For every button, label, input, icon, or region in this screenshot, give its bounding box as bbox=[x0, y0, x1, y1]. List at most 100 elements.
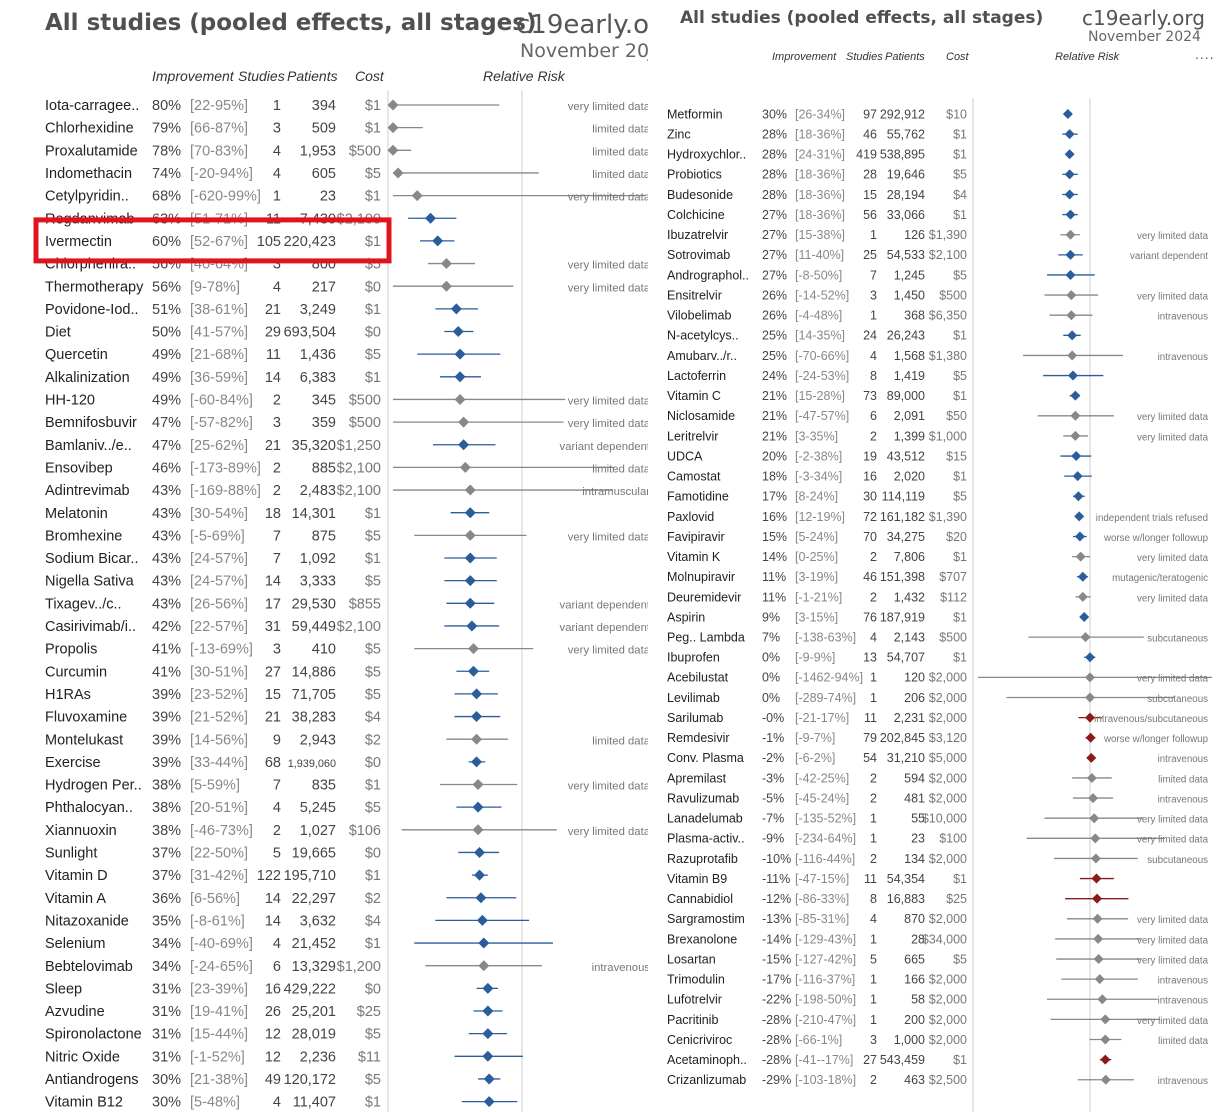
studies-count: 2 bbox=[273, 823, 281, 839]
note-label: very limited data bbox=[1137, 412, 1209, 423]
effect-diamond bbox=[1064, 129, 1075, 140]
table-row: Diet 50% [41-57%] 29 693,504 $0 bbox=[45, 325, 474, 341]
studies-count: 4 bbox=[273, 279, 281, 295]
effect-diamond bbox=[1091, 873, 1102, 884]
patients-count: 126 bbox=[904, 228, 925, 242]
table-row: Acetaminoph.. -28% [-41--17%] 27 543,459 $1 bbox=[667, 1053, 1112, 1067]
header-cost: Cost bbox=[355, 68, 384, 84]
header-improvement: Improvement bbox=[152, 68, 234, 84]
treatment-label: Curcumin bbox=[45, 664, 107, 680]
improvement-value: -11% bbox=[762, 872, 790, 886]
improvement-value: 43% bbox=[152, 483, 181, 499]
forest-plot-left: Iota-carragee.. 80% [22-95%] 1 394 $1 very lim… bbox=[33, 90, 648, 1112]
cost-value: $1,200 bbox=[337, 959, 381, 975]
ci-value: [-1-52%] bbox=[190, 1049, 245, 1065]
cost-value: $500 bbox=[939, 288, 967, 302]
cost-value: $5 bbox=[953, 952, 967, 966]
patients-count: 2,483 bbox=[300, 483, 336, 499]
effect-diamond bbox=[1086, 772, 1097, 783]
cost-value: $1 bbox=[953, 148, 967, 162]
ci-value: [-138-63%] bbox=[795, 630, 856, 644]
cost-value: $1 bbox=[365, 778, 381, 794]
cost-value: $1 bbox=[365, 98, 381, 114]
studies-count: 19 bbox=[863, 449, 877, 463]
table-row: Molnupiravir 11% [3-19%] 46 151,398 $707 mutag… bbox=[667, 570, 1208, 584]
improvement-value: 41% bbox=[152, 664, 181, 680]
ci-value: [-289-74%] bbox=[795, 691, 856, 705]
effect-diamond bbox=[425, 212, 437, 224]
ci-value: [-116-44%] bbox=[795, 852, 855, 866]
cost-value: $2,500 bbox=[929, 1073, 967, 1087]
treatment-label: Vitamin D bbox=[45, 868, 108, 884]
ci-value: [12-19%] bbox=[795, 510, 845, 524]
studies-count: 17 bbox=[265, 596, 281, 612]
patients-count: 3,632 bbox=[300, 913, 336, 929]
table-row: Bemnifosbuvir 47% [-57-82%] 3 359 $500 very li… bbox=[45, 415, 648, 431]
cost-value: $500 bbox=[349, 415, 381, 431]
table-row: Exercise 39% [33-44%] 68 1,939,060 $0 bbox=[45, 755, 486, 771]
treatment-label: Metformin bbox=[667, 107, 723, 121]
note-label: intravenous bbox=[1158, 996, 1209, 1007]
table-row: Vitamin B12 30% [5-48%] 4 11,407 $1 bbox=[45, 1095, 518, 1111]
patients-count: 2,143 bbox=[894, 630, 925, 644]
note-label: mutagenic/teratogenic bbox=[1112, 573, 1208, 584]
effect-diamond bbox=[1086, 752, 1097, 763]
table-row: Quercetin 49% [21-68%] 11 1,436 $5 bbox=[45, 347, 501, 363]
improvement-value: 51% bbox=[152, 302, 181, 318]
treatment-label: Vitamin K bbox=[667, 550, 721, 564]
treatment-label: Proxalutamide bbox=[45, 143, 138, 159]
ci-value: [-3-34%] bbox=[795, 470, 842, 484]
ci-value: [66-87%] bbox=[190, 121, 248, 137]
ci-value: [22-57%] bbox=[190, 619, 248, 635]
patients-count: 25,201 bbox=[292, 1004, 336, 1020]
studies-count: 24 bbox=[863, 329, 877, 343]
table-row: Probiotics 28% [18-36%] 28 19,646 $5 bbox=[667, 168, 1078, 182]
table-row: Aspirin 9% [3-15%] 76 187,919 $1 bbox=[667, 610, 1090, 624]
studies-count: 4 bbox=[273, 143, 281, 159]
note-label: very limited data bbox=[1137, 593, 1209, 604]
patients-count: 19,646 bbox=[887, 168, 925, 182]
note-label: very limited data bbox=[568, 531, 648, 543]
effect-diamond bbox=[1077, 591, 1088, 602]
improvement-value: 37% bbox=[152, 846, 181, 862]
patients-count: 31,210 bbox=[887, 751, 925, 765]
studies-count: 1 bbox=[870, 973, 877, 987]
ci-value: [30-54%] bbox=[190, 506, 248, 522]
patients-count: 463 bbox=[904, 1073, 925, 1087]
cost-value: $1 bbox=[953, 329, 967, 343]
effect-diamond bbox=[1064, 169, 1075, 180]
patients-count: 1,027 bbox=[300, 823, 336, 839]
note-label: very limited data bbox=[568, 418, 648, 430]
studies-count: 3 bbox=[273, 121, 281, 137]
treatment-label: Vitamin C bbox=[667, 389, 721, 403]
effect-diamond bbox=[1100, 1034, 1111, 1045]
table-row: Hydroxychlor.. 28% [24-31%] 419 538,895 $1 bbox=[667, 148, 1075, 162]
ci-value: [19-41%] bbox=[190, 1004, 248, 1020]
improvement-value: 34% bbox=[152, 959, 181, 975]
treatment-label: Exercise bbox=[45, 755, 101, 771]
cost-value: $1 bbox=[953, 550, 967, 564]
patients-count: 14,301 bbox=[292, 506, 336, 522]
improvement-value: 14% bbox=[762, 550, 787, 564]
effect-diamond bbox=[1092, 913, 1103, 924]
improvement-value: -5% bbox=[762, 791, 784, 805]
treatment-label: Cannabidiol bbox=[667, 892, 733, 906]
note-label: subcutaneous bbox=[1147, 855, 1208, 866]
improvement-value: 21% bbox=[762, 429, 787, 443]
cost-value: $1,250 bbox=[337, 438, 381, 454]
patients-count: 2,020 bbox=[894, 470, 925, 484]
treatment-label: Alkalinization bbox=[45, 370, 130, 386]
improvement-value: 78% bbox=[152, 143, 181, 159]
patients-count: 2,236 bbox=[300, 1049, 336, 1065]
highlight-box bbox=[33, 217, 392, 264]
ci-value: [-127-42%] bbox=[795, 952, 856, 966]
ci-value: [24-57%] bbox=[190, 574, 248, 590]
effect-diamond bbox=[466, 620, 478, 632]
improvement-value: -0% bbox=[762, 711, 784, 725]
cost-value: $1,000 bbox=[929, 429, 967, 443]
patients-count: 2,091 bbox=[894, 409, 925, 423]
table-row: Ivermectin 60% [52-67%] 105 220,423 $1 bbox=[45, 234, 455, 250]
studies-count: 7 bbox=[273, 778, 281, 794]
studies-count: 97 bbox=[863, 107, 877, 121]
